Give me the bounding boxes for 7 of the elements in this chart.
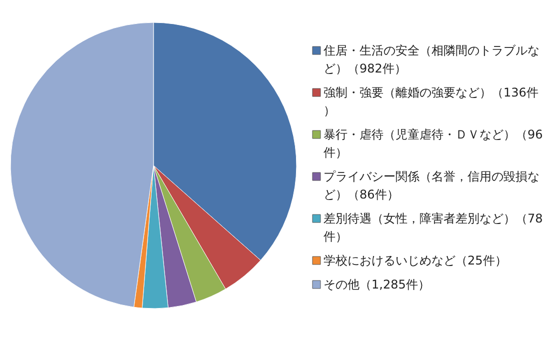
legend-label: 暴行・虐待（児童虐待・ＤＶなど）（96件） (324, 128, 543, 160)
legend-label: 強制・強要（離婚の強要など）（136件） (324, 86, 538, 118)
legend-label: その他（1,285件） (324, 278, 430, 292)
legend-label: 住居・生活の安全（相隣間のトラブルなど）（982件） (322, 44, 540, 76)
legend-label: 差別待遇（女性，障害者差別など）（78件） (324, 212, 543, 244)
legend-label: 学校におけるいじめなど（25件） (324, 254, 507, 268)
legend-label: プライバシー関係（名誉，信用の毀損など）（86件） (324, 170, 540, 202)
